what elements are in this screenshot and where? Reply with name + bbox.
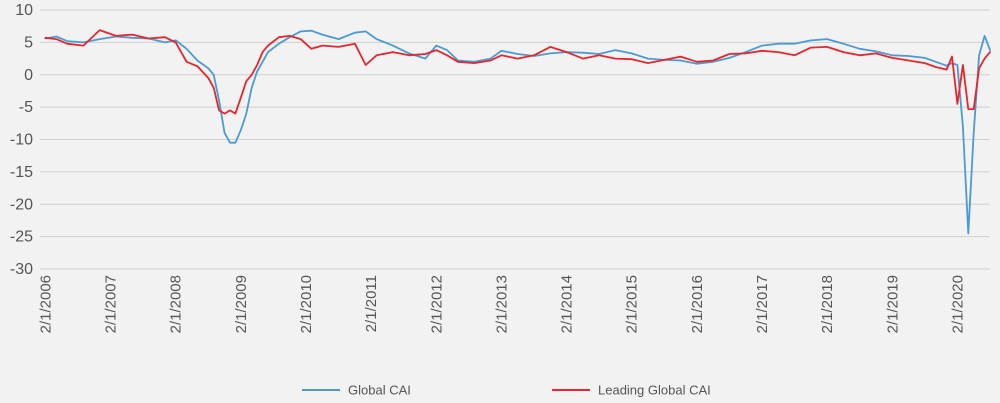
x-tick-label: 2/1/2010 — [298, 275, 315, 333]
x-tick-label: 2/1/2009 — [233, 275, 250, 333]
y-tick-label: -20 — [10, 196, 33, 213]
y-tick-label: -15 — [10, 164, 33, 181]
x-tick-label: 2/1/2006 — [37, 275, 54, 333]
y-tick-label: 5 — [24, 34, 33, 51]
x-tick-label: 2/1/2007 — [103, 275, 120, 333]
x-tick-label: 2/1/2011 — [363, 275, 380, 332]
x-tick-label: 2/1/2017 — [754, 275, 771, 333]
x-tick-label: 2/1/2012 — [428, 275, 445, 333]
x-tick-label: 2/1/2014 — [559, 275, 576, 333]
legend-label: Global CAI — [348, 383, 411, 398]
series-layer — [44, 29, 991, 235]
x-tick-label: 2/1/2020 — [949, 275, 966, 333]
y-tick-label: 0 — [24, 67, 33, 84]
x-tick-label: 2/1/2018 — [819, 275, 836, 333]
x-tick-label: 2/1/2008 — [168, 275, 185, 333]
y-tick-label: -25 — [10, 229, 33, 246]
y-tick-label: -10 — [10, 132, 33, 149]
y-axis: 10 5 0 -5 -10 -15 -20 -25 -30 — [10, 2, 33, 278]
x-axis: 2/1/2006 2/1/2007 2/1/2008 2/1/2009 2/1/2010… — [37, 275, 966, 333]
legend-label: Leading Global CAI — [598, 383, 711, 398]
x-tick-label: 2/1/2015 — [624, 275, 641, 333]
x-tick-label: 2/1/2016 — [689, 275, 706, 333]
x-tick-label: 2/1/2013 — [493, 275, 510, 333]
legend: Global CAI Leading Global CAI — [302, 383, 711, 398]
y-tick-label: 10 — [15, 2, 33, 19]
gridlines — [40, 9, 990, 270]
series-line-global-cai — [44, 29, 991, 235]
series-line-leading-global-cai — [44, 29, 991, 115]
y-tick-label: -5 — [19, 99, 33, 116]
y-tick-label: -30 — [10, 261, 33, 278]
x-tick-label: 2/1/2019 — [884, 275, 901, 333]
